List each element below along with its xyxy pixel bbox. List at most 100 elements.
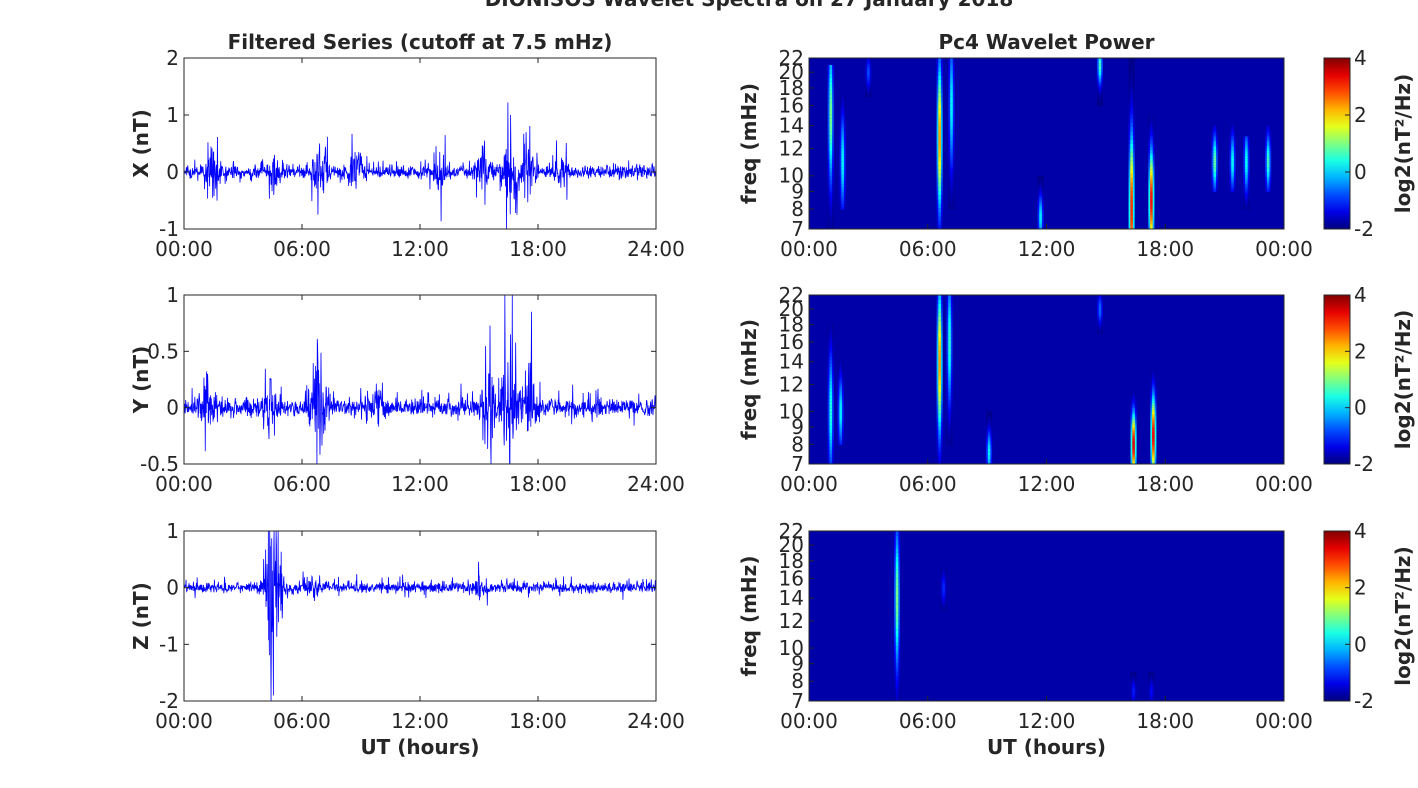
x-wavelet-feature-core: [867, 80, 870, 82]
x-wavelet-feature-core: [1213, 146, 1217, 150]
y-wavelet-feature-core: [948, 302, 951, 307]
y-wavelet-feature-core: [1132, 390, 1135, 394]
x-wavelet-feature-core: [829, 146, 833, 152]
x-wavelet-feature-core: [1213, 161, 1217, 164]
y-wavelet-feature-core: [948, 309, 951, 315]
x-wavelet-feature-core: [1098, 100, 1102, 103]
x-wavelet-feature-core: [938, 117, 941, 123]
y-wavelet-feature-core: [987, 428, 991, 431]
y-wavelet-feature-core: [839, 363, 842, 367]
z-wavelet-feature-core: [895, 565, 899, 570]
z-wavelet-feature-core: [1132, 685, 1135, 687]
x-wavelet-feature-core: [1150, 163, 1153, 167]
y-wavelet-feature-core: [1132, 401, 1135, 405]
y-wavelet-feature-core: [1152, 443, 1155, 447]
y-wavelet-feature-core: [829, 450, 833, 455]
x-wavelet-feature-core: [938, 190, 941, 196]
y-wavelet-feature-core: [938, 295, 941, 300]
x-wavelet-feature-core: [950, 118, 953, 123]
z-wavelet-feature-core: [1150, 694, 1153, 696]
z-series-ytick-label: -2: [159, 689, 179, 713]
x-wavelet-feature-core: [841, 178, 844, 182]
x-wavelet-feature-core: [867, 79, 870, 81]
x-wavelet-feature-core: [1039, 202, 1042, 205]
x-wavelet-feature-core: [1130, 190, 1133, 196]
z-wavelet-feature-core: [942, 583, 945, 585]
x-wavelet-feature-core: [1150, 180, 1153, 184]
x-wavelet-feature-core: [1245, 174, 1248, 177]
y-wavelet-feature-core: [987, 444, 991, 447]
x-wavelet-feature-core: [829, 93, 833, 99]
y-wavelet-feature-core: [987, 437, 991, 440]
x-wavelet-feature-core: [829, 134, 833, 140]
z-wavelet-colorbar-label: log2(nT²/Hz): [1391, 546, 1415, 685]
y-wavelet-feature-core: [1132, 420, 1135, 423]
z-wavelet-feature-core: [942, 572, 945, 574]
x-wavelet-feature-core: [1231, 186, 1234, 189]
x-wavelet-feature-core: [1150, 143, 1153, 147]
y-wavelet-feature-core: [1152, 377, 1155, 380]
y-wavelet-feature-core: [938, 455, 941, 461]
x-wavelet-feature-core: [1213, 125, 1217, 128]
y-wavelet-feature-core: [1132, 423, 1135, 427]
x-wavelet-colorbar-tick-label: 2: [1354, 103, 1367, 127]
x-wavelet-feature-core: [938, 87, 941, 93]
z-wavelet-feature-core: [895, 679, 899, 685]
x-wavelet-feature-core: [867, 58, 870, 61]
x-wavelet-feature-core: [1130, 92, 1133, 97]
y-wavelet-feature-core: [948, 388, 951, 393]
x-wavelet-feature-core: [1213, 143, 1217, 146]
x-wavelet-feature-core: [1231, 132, 1234, 135]
y-wavelet-colorbar-tick-label: 2: [1354, 339, 1367, 363]
x-wavelet-feature-core: [1150, 146, 1153, 150]
z-wavelet-feature-core: [1132, 695, 1135, 698]
x-wavelet-feature-core: [1213, 183, 1217, 186]
x-wavelet-feature-core: [950, 152, 953, 157]
y-wavelet-ytick-label: 7: [791, 452, 804, 476]
y-wavelet-feature-core: [948, 306, 951, 311]
x-wavelet-feature-core: [1266, 186, 1270, 189]
x-wavelet-feature-core: [1098, 85, 1102, 88]
y-wavelet-feature-core: [1098, 295, 1102, 297]
x-wavelet-feature-core: [1245, 165, 1248, 168]
x-wavelet-feature-core: [1098, 73, 1102, 76]
y-wavelet-xtick-label: 00:00: [780, 472, 838, 496]
y-wavelet-feature-core: [829, 383, 833, 388]
x-wavelet-feature-core: [950, 122, 953, 127]
x-wavelet-feature-core: [1231, 140, 1234, 143]
x-wavelet-feature-core: [1098, 92, 1102, 95]
x-wavelet-feature-core: [1245, 169, 1248, 172]
x-wavelet-feature-core: [867, 70, 870, 72]
y-wavelet-feature-core: [1098, 300, 1102, 303]
y-wavelet-feature-core: [1152, 400, 1155, 403]
y-wavelet-feature-core: [1132, 447, 1135, 450]
x-wavelet-feature-core: [829, 105, 833, 111]
x-wavelet-feature-core: [1266, 176, 1270, 179]
y-series-trace: [184, 295, 656, 464]
x-wavelet-feature-core: [950, 65, 953, 70]
y-wavelet-feature-core: [948, 406, 951, 412]
y-wavelet-feature-core: [938, 303, 941, 309]
z-wavelet-xtick-label: 06:00: [899, 709, 957, 733]
z-wavelet-feature-core: [1132, 675, 1135, 677]
z-series-xtick-label: 12:00: [391, 709, 449, 733]
x-wavelet-feature-core: [950, 73, 953, 78]
x-wavelet-feature-core: [829, 110, 833, 115]
x-wavelet-feature-core: [1098, 81, 1102, 84]
x-wavelet-feature-core: [938, 152, 941, 157]
z-wavelet-feature-core: [1132, 674, 1135, 676]
x-wavelet-feature-core: [1150, 169, 1153, 173]
y-wavelet-feature-core: [839, 415, 842, 418]
x-wavelet-feature-core: [829, 204, 833, 209]
x-wavelet-feature-core: [1039, 222, 1042, 225]
y-wavelet-feature-core: [829, 439, 833, 444]
z-wavelet-feature-core: [942, 573, 945, 575]
y-wavelet-feature-core: [987, 433, 991, 436]
x-wavelet-feature-core: [1245, 149, 1248, 152]
x-wavelet-feature-core: [1266, 160, 1270, 163]
y-wavelet-feature-core: [948, 354, 951, 359]
x-wavelet-feature-core: [829, 155, 833, 160]
x-wavelet-feature-core: [950, 110, 953, 116]
y-series-xtick-label: 18:00: [509, 472, 567, 496]
y-wavelet-feature-core: [948, 321, 951, 326]
